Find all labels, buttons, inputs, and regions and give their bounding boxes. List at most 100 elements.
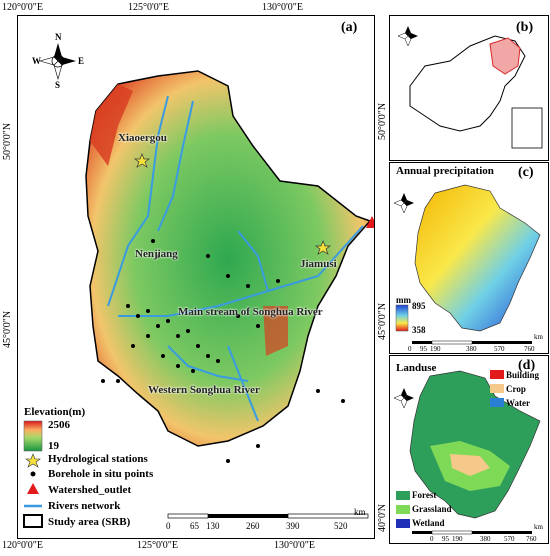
panel-c-title: Annual precipitation bbox=[396, 165, 494, 177]
legend-study-area: Study area (SRB) bbox=[48, 516, 131, 528]
panel-d-label: (d) bbox=[518, 358, 536, 373]
srb-basin bbox=[85, 70, 372, 447]
station-xiaoergou bbox=[133, 153, 151, 168]
panel-b-label: (b) bbox=[516, 20, 534, 35]
legend-water: Water bbox=[506, 398, 530, 408]
legend-forest-swatch bbox=[396, 491, 410, 500]
coord-left-50: 50°0'0"N bbox=[2, 122, 13, 160]
panel-d-title: Landuse bbox=[396, 362, 437, 374]
scale-c-tick-4: 570 bbox=[494, 345, 505, 353]
landuse-basin bbox=[409, 370, 541, 519]
legend-crop: Crop bbox=[506, 384, 526, 394]
label-western-songhua: Western Songhua River bbox=[148, 384, 260, 396]
precip-max: 895 bbox=[412, 301, 426, 311]
highland-northwest bbox=[90, 84, 133, 166]
legend-stations: Hydrological stations bbox=[48, 453, 148, 465]
panel-b-map bbox=[397, 26, 543, 149]
label-jiamusi: Jiamusi bbox=[300, 258, 337, 270]
legend-water-swatch bbox=[490, 398, 504, 407]
legend-elevation-min: 19 bbox=[48, 440, 59, 452]
coord-left-45: 45°0'0"N bbox=[2, 310, 13, 348]
scale-bar-c bbox=[412, 340, 532, 345]
legend-outlet-triangle-icon bbox=[27, 483, 39, 494]
river-network bbox=[107, 95, 364, 422]
legend-building: Building bbox=[506, 370, 540, 380]
legend-wetland-swatch bbox=[396, 519, 410, 528]
precip-basin bbox=[414, 184, 541, 332]
coord-top-125: 125°0'0"E bbox=[128, 2, 169, 13]
scale-a-tick-2: 130 bbox=[206, 521, 220, 531]
legend-grassland-swatch bbox=[396, 505, 410, 514]
precip-min: 358 bbox=[412, 325, 426, 335]
borehole-points bbox=[101, 239, 345, 463]
panel-c: Annual precipitation (c) mm 895 358 0 95… bbox=[389, 162, 549, 354]
precip-unit: mm bbox=[396, 295, 411, 305]
scale-a-tick-3: 260 bbox=[246, 521, 260, 531]
legend-rivers: Rivers network bbox=[48, 500, 121, 512]
scale-c-unit: km bbox=[534, 333, 543, 341]
coord-top-130: 130°0'0"E bbox=[262, 2, 303, 13]
legend-grassland: Grassland bbox=[412, 504, 452, 514]
precip-colorbar bbox=[395, 304, 409, 332]
label-mainstream: Main stream of Songhua River bbox=[178, 306, 323, 318]
legend-elevation-title: Elevation(m) bbox=[24, 406, 86, 418]
station-jiamusi bbox=[314, 240, 332, 255]
panel-d: Landuse (d) Building Crop Water Forest G… bbox=[389, 355, 549, 544]
scale-d-tick-1: 95 bbox=[442, 535, 449, 543]
srb-highlight bbox=[489, 37, 521, 75]
legend-borehole-dot-icon bbox=[30, 471, 36, 477]
scale-a-tick-1: 65 bbox=[190, 521, 199, 531]
scale-bar-d bbox=[412, 530, 532, 535]
panel-b: (b) bbox=[389, 15, 549, 161]
panel-a-label: (a) bbox=[341, 20, 358, 35]
coord-right-40: 40°0'N bbox=[377, 503, 388, 532]
scale-d-tick-2: 190 bbox=[452, 535, 463, 543]
landuse-crop-patch bbox=[450, 454, 490, 476]
legend-crop-swatch bbox=[490, 384, 504, 393]
scale-a-tick-0: 0 bbox=[166, 521, 171, 531]
legend-station-star-icon bbox=[25, 453, 41, 468]
legend-wetland: Wetland bbox=[412, 518, 445, 528]
coord-bottom-120: 120°0'0"E bbox=[2, 540, 43, 551]
panel-c-label: (c) bbox=[518, 165, 534, 180]
scale-c-tick-5: 760 bbox=[524, 345, 535, 353]
legend-study-area-icon bbox=[23, 514, 43, 528]
watershed-outlet bbox=[366, 216, 374, 228]
coord-bottom-125: 125°0'0"E bbox=[137, 540, 178, 551]
coord-bottom-130: 130°0'0"E bbox=[274, 540, 315, 551]
scale-d-tick-3: 380 bbox=[480, 535, 491, 543]
scale-bar-a bbox=[167, 513, 369, 519]
scale-c-tick-2: 190 bbox=[430, 345, 441, 353]
coord-right-50: 50°0'0"N bbox=[377, 102, 388, 140]
scale-c-tick-1: 95 bbox=[420, 345, 427, 353]
highland-east bbox=[263, 306, 288, 356]
panel-c-map bbox=[393, 184, 541, 345]
south-sea-inset bbox=[511, 107, 543, 149]
panel-a-map bbox=[23, 43, 374, 528]
panel-d-map bbox=[393, 370, 541, 535]
legend-building-swatch bbox=[490, 370, 504, 379]
coord-right-45: 45°0'0"N bbox=[377, 302, 388, 340]
compass-rose-c bbox=[393, 193, 414, 214]
scale-d-unit: km bbox=[534, 523, 543, 531]
legend-outlet: Watershed_outlet bbox=[48, 484, 132, 496]
compass-w: W bbox=[32, 56, 41, 66]
compass-rose-b bbox=[397, 26, 418, 47]
scale-a-tick-5: 520 bbox=[334, 521, 348, 531]
legend-borehole: Borehole in situ points bbox=[48, 468, 154, 480]
scale-a-unit: km bbox=[354, 507, 366, 517]
compass-n: N bbox=[55, 32, 62, 42]
label-xiaoergou: Xiaoergou bbox=[118, 132, 167, 144]
label-nenjiang: Nenjiang bbox=[135, 248, 178, 260]
scale-c-tick-0: 0 bbox=[408, 345, 412, 353]
scale-d-tick-0: 0 bbox=[430, 535, 434, 543]
scale-d-tick-4: 570 bbox=[504, 535, 515, 543]
legend-elevation-max: 2506 bbox=[48, 419, 70, 431]
elevation-gradient-swatch bbox=[23, 420, 43, 452]
scale-c-tick-3: 380 bbox=[466, 345, 477, 353]
panel-a: (a) N S W E Xiaoergou Nenjiang Jiamusi M… bbox=[17, 15, 375, 539]
compass-e: E bbox=[78, 56, 85, 66]
compass-rose-a bbox=[38, 43, 76, 81]
legend-forest: Forest bbox=[412, 490, 437, 500]
compass-rose-d bbox=[393, 388, 414, 409]
